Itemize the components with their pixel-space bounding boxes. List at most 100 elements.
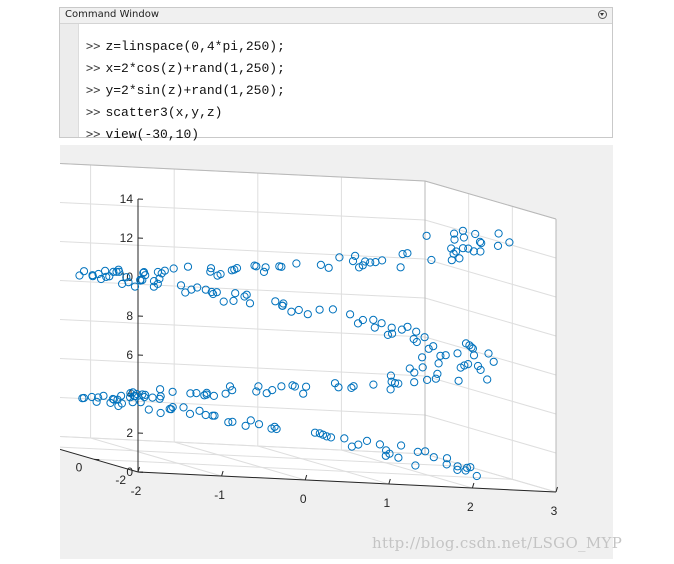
scatter-point (193, 283, 202, 292)
scatter-point (447, 244, 456, 253)
scatter-point (358, 315, 367, 325)
scatter-point (219, 297, 228, 306)
grid-line (60, 202, 426, 221)
scatter-point (484, 349, 493, 358)
scatter-point (328, 305, 337, 314)
scatter-point (141, 390, 150, 399)
scatter-point (88, 271, 97, 280)
scatter-point (102, 272, 111, 281)
grid-line (60, 280, 426, 299)
scatter-point (316, 260, 325, 270)
scatter-point (148, 393, 157, 402)
grid-line (424, 297, 557, 337)
scatter-point (442, 460, 451, 469)
scatter-point (268, 386, 277, 395)
command-gutter (60, 24, 79, 137)
scatter-point (315, 305, 324, 314)
scatter-point (431, 374, 440, 383)
scatter-point (409, 334, 418, 344)
scatter-point (330, 379, 340, 388)
scatter-point (483, 375, 492, 384)
axis-line (221, 470, 224, 477)
command-text: view(-30,10) (105, 127, 200, 142)
grid-line (257, 445, 389, 485)
scatter-point (505, 238, 514, 247)
scatter-point (210, 411, 219, 420)
scatter-point (458, 226, 467, 235)
scatter-point (112, 267, 121, 276)
scatter-point (303, 310, 312, 319)
command-line: >> scatter3(x,y,z) (86, 102, 222, 122)
scatter-point (418, 363, 427, 372)
scatter-point (275, 262, 284, 271)
scatter-point (472, 471, 481, 481)
axes-box (60, 163, 558, 493)
scatter-point (167, 405, 176, 414)
axis-line (137, 466, 140, 473)
scatter-point (101, 266, 110, 276)
back-wall (60, 163, 425, 454)
scatter-point (128, 388, 138, 397)
scatter-point (450, 235, 459, 244)
grid-line (60, 436, 426, 455)
scatter-point (403, 322, 412, 331)
prompt-symbol: >> (86, 83, 101, 97)
scatter-point (411, 461, 420, 470)
scatter-point (346, 310, 355, 319)
scatter-point (449, 249, 458, 258)
command-line: >> x=2*cos(z)+rand(1,250); (86, 58, 285, 78)
z-tick-label: 8 (126, 309, 133, 323)
scatter-point (201, 285, 210, 294)
grid-line (60, 446, 469, 468)
scatter-point (299, 389, 308, 398)
scatter-point (434, 359, 443, 368)
scatter-point (108, 394, 118, 404)
scatter-point (464, 360, 473, 369)
command-window: Command Window >> z=linspace(0,4*pi,250);… (59, 7, 613, 142)
command-window-body[interactable]: >> z=linspace(0,4*pi,250); >> x=2*cos(z)+r… (60, 24, 612, 142)
scatter-point (441, 351, 450, 360)
grid-line (60, 358, 426, 377)
x-tick-label: 0 (300, 492, 307, 506)
scatter-point (240, 292, 249, 301)
scatter-point (245, 299, 255, 308)
z-tick-label: 14 (120, 192, 134, 206)
scatter-point (250, 261, 259, 270)
scatter-point (347, 383, 356, 392)
scatter-point (287, 307, 296, 316)
grid-line (341, 449, 473, 489)
axis-line (304, 474, 308, 481)
scatter-point (377, 319, 386, 328)
command-text: scatter3(x,y,z) (105, 105, 223, 120)
grid-line (60, 319, 426, 338)
scatter-point (302, 382, 311, 391)
scatter-point (153, 279, 162, 288)
scatter-point (259, 267, 269, 277)
scatter-point (418, 353, 427, 362)
scatter-point (185, 409, 195, 418)
scatter-point (427, 255, 436, 265)
panel-menu-icon[interactable] (598, 10, 607, 19)
scatter-point (195, 406, 204, 415)
scatter-point (132, 389, 141, 399)
scatter-point (349, 382, 358, 391)
scatter-point (228, 417, 237, 426)
scatter-point (366, 258, 375, 267)
scatter-point (424, 344, 433, 353)
scatter-point (206, 264, 216, 273)
scatter-point (386, 385, 395, 394)
z-tick-label: 12 (120, 231, 134, 245)
scatter-point (410, 378, 419, 387)
box-edge (424, 180, 557, 220)
scatter-point (412, 327, 421, 336)
scatter-point (387, 323, 396, 332)
command-line: >> view(-30,10) (86, 124, 199, 144)
scatter-point (231, 289, 240, 298)
scatter-point (394, 453, 403, 462)
scatter-point (209, 289, 218, 299)
scatter-point (209, 391, 218, 400)
scatter-point (493, 241, 503, 251)
scatter-point (241, 421, 250, 430)
